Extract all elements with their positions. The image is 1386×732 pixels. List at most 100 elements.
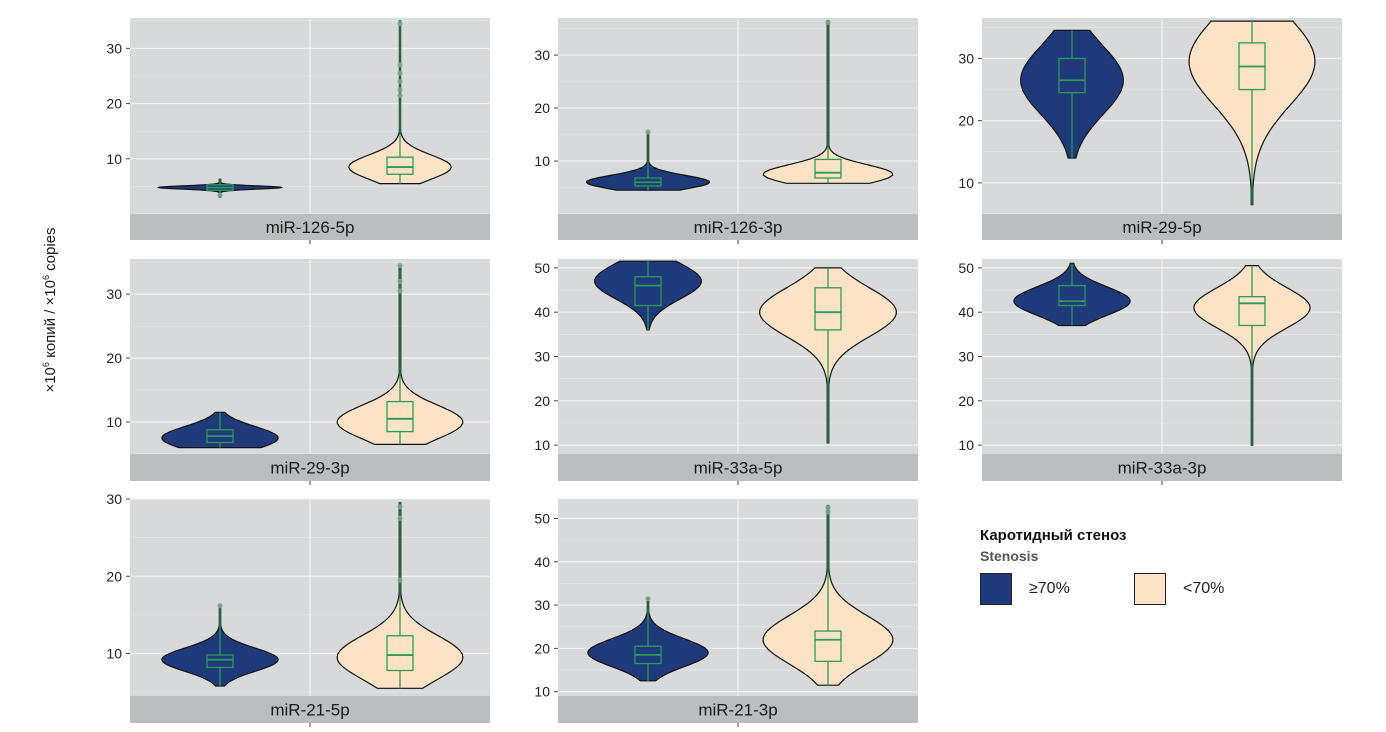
y-tick-label: 30 (958, 50, 974, 66)
y-tick-label: 10 (106, 414, 122, 430)
y-tick-label: 30 (534, 597, 550, 613)
legend-label-ge70: ≥70% (1029, 580, 1070, 597)
y-tick-label: 30 (534, 47, 550, 63)
panel-miR-21-5p: 10 20 30 miR-21-5p (106, 491, 490, 727)
panel-plot-area (594, 260, 898, 444)
y-axis-label: ×106 копий / ×106 copies (41, 227, 59, 393)
panel-miR-126-3p: 10 20 30 miR-126-3p (534, 18, 918, 244)
strip-label: miR-29-5p (1122, 218, 1201, 237)
outlier-point (397, 515, 403, 521)
y-tick-label: 10 (958, 175, 974, 191)
strip-label: miR-29-3p (270, 459, 349, 478)
y-tick-label: 20 (958, 393, 974, 409)
outlier-point (825, 505, 831, 511)
y-tick-label: 20 (534, 100, 550, 116)
y-tick-label: 20 (958, 113, 974, 129)
strip-background (130, 696, 490, 723)
outlier-point (397, 20, 403, 27)
y-tick-label: 40 (534, 304, 550, 320)
outlier-point (397, 87, 403, 93)
box (814, 630, 842, 663)
panel-plot-area (1013, 262, 1311, 446)
outlier-point (397, 577, 403, 583)
panel-miR-33a-3p: 10 20 30 40 50 miR-33a-3p (958, 259, 1342, 485)
y-tick-label: 10 (106, 646, 122, 662)
outlier-point (217, 192, 223, 198)
box (814, 158, 842, 179)
outlier-point (825, 19, 831, 25)
panel-plot-area (156, 20, 452, 198)
y-tick-label: 20 (106, 96, 122, 112)
y-tick-label: 30 (534, 349, 550, 365)
box (386, 156, 414, 175)
y-axis-label-unit: copies (42, 227, 59, 271)
outlier-point (397, 70, 403, 76)
strip-background (130, 454, 490, 481)
panel-miR-33a-5p: 10 20 30 40 50 miR-33a-5p (534, 259, 918, 485)
y-tick-label: 50 (534, 510, 550, 526)
legend-swatch-ge70 (980, 573, 1012, 605)
y-tick-label: 20 (106, 568, 122, 584)
strip-label: miR-21-5p (270, 701, 349, 720)
outlier-point (397, 62, 403, 68)
y-tick-label: 10 (106, 151, 122, 167)
strip-label: miR-126-5p (266, 218, 355, 237)
strip-background (558, 696, 918, 723)
outlier-point (825, 509, 831, 515)
outlier-point (645, 595, 651, 602)
strip-background (982, 214, 1342, 240)
legend-label-lt70: <70% (1183, 580, 1225, 597)
y-tick-label: 30 (106, 40, 122, 56)
y-tick-label: 40 (958, 304, 974, 320)
y-tick-label: 10 (534, 437, 550, 453)
strip-label: miR-126-3p (694, 218, 783, 237)
y-tick-label: 20 (534, 640, 550, 656)
violin-≥70% (594, 260, 702, 331)
outlier-point (397, 262, 403, 268)
strip-label: miR-33a-3p (1118, 459, 1207, 478)
box (1058, 284, 1086, 307)
panel-plot-area (161, 262, 464, 449)
panel-plot-area (161, 502, 464, 689)
strip-label: miR-33a-5p (694, 459, 783, 478)
strip-label: miR-21-3p (698, 701, 777, 720)
panel-miR-29-3p: 10 20 30 miR-29-3p (106, 259, 490, 485)
y-tick-label: 20 (534, 393, 550, 409)
panel-miR-126-5p: 10 20 30 miR-126-5p (106, 18, 490, 244)
outlier-point (397, 288, 403, 294)
legend-title: Каротидный стеноз (980, 527, 1127, 544)
y-axis-label-wrap: ×106 копий / ×106 copies (30, 150, 70, 470)
legend-swatch-lt70 (1134, 573, 1166, 605)
outlier-point (397, 78, 403, 85)
y-tick-label: 40 (534, 554, 550, 570)
box (386, 635, 414, 672)
outlier-point (645, 129, 651, 135)
legend-subtitle: Stenosis (980, 548, 1039, 564)
strip-background (130, 214, 490, 240)
strip-background (558, 214, 918, 240)
outlier-point (397, 278, 403, 284)
panel-plot-area (1020, 20, 1316, 206)
y-tick-label: 10 (958, 437, 974, 453)
panel-miR-29-5p: 10 20 30 miR-29-5p (958, 18, 1342, 244)
box (386, 400, 414, 433)
y-tick-label: 30 (958, 349, 974, 365)
outlier-point (397, 92, 403, 98)
outlier-point (217, 603, 223, 609)
box (1238, 296, 1266, 327)
y-tick-label: 10 (534, 153, 550, 169)
outlier-point (397, 504, 403, 510)
y-tick-label: 20 (106, 350, 122, 366)
panel-miR-21-3p: 10 20 30 40 50 miR-21-3p (534, 499, 918, 727)
panel-plot-area (587, 504, 894, 686)
legend: Каротидный стеноз Stenosis ≥70% <70% (980, 527, 1280, 617)
y-tick-label: 30 (106, 491, 122, 507)
panel-plot-area (585, 19, 894, 191)
y-tick-label: 10 (534, 684, 550, 700)
box (814, 287, 842, 331)
box (206, 654, 234, 669)
strip-background (982, 454, 1342, 481)
y-tick-label: 50 (534, 260, 550, 276)
y-tick-label: 50 (958, 260, 974, 276)
